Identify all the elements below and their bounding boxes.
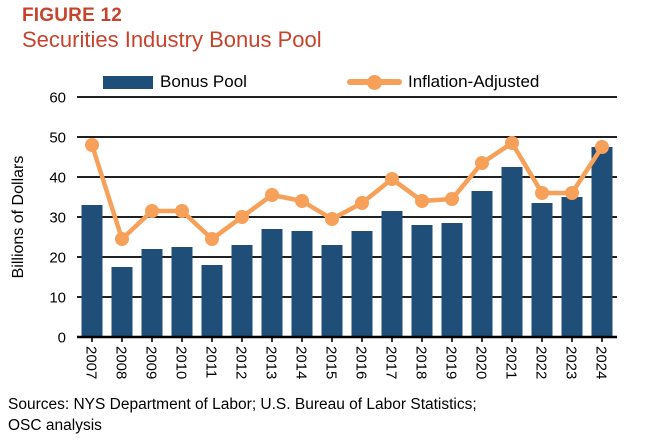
y-tick-label-10: 10 [49,290,66,307]
bar-2022 [531,203,553,337]
x-tick-label-2010: 2010 [173,346,190,379]
inflation-adjusted-line [89,140,605,242]
bar-2024 [591,147,613,337]
x-tick-label-2013: 2013 [263,346,280,379]
bar-2010 [171,247,193,337]
x-tick-label-2016: 2016 [353,346,370,379]
marker-2014 [295,194,309,208]
figure-label: FIGURE 12 [22,5,122,26]
marker-2017 [385,172,399,186]
marker-2016 [355,196,369,210]
x-tick-label-2024: 2024 [593,346,610,379]
x-tick-label-2014: 2014 [293,346,310,379]
marker-2008 [115,232,129,246]
marker-2024 [595,140,609,154]
marker-2011 [205,232,219,246]
bar-2015 [321,245,343,337]
line-marker-icon [367,74,382,90]
bar-2017 [381,211,403,337]
marker-2010 [175,204,189,218]
bar-2019 [441,223,463,337]
x-tick-label-2019: 2019 [443,346,460,379]
x-tick-label-2021: 2021 [503,346,520,379]
bar-2009 [141,249,163,337]
y-tick-label-20: 20 [49,250,66,267]
y-tick-label-0: 0 [58,330,66,347]
bar-2008 [111,267,133,337]
bar-2007 [81,205,103,337]
page-title: Securities Industry Bonus Pool [22,27,322,52]
x-tick-label-2011: 2011 [203,346,220,378]
legend-item-bonus-pool: Bonus Pool [103,72,247,92]
y-tick-label-40: 40 [49,170,66,187]
marker-2007 [85,138,99,152]
bar-2012 [231,245,253,337]
bar-2014 [291,231,313,337]
inflation-adjusted-swatch-icon [347,74,402,90]
marker-2009 [145,204,159,218]
bar-2018 [411,225,433,337]
x-tick-label-2012: 2012 [233,346,250,379]
y-tick-label-30: 30 [49,210,66,227]
bonus-pool-swatch-icon [103,75,153,89]
marker-2018 [415,194,429,208]
y-tick-label-60: 60 [49,90,66,107]
bar-2016 [351,231,373,337]
marker-2020 [475,156,489,170]
source-note: Sources: NYS Department of Labor; U.S. B… [8,394,477,436]
marker-2012 [235,210,249,224]
x-tick-label-2020: 2020 [473,346,490,379]
x-tick-label-2008: 2008 [113,346,130,379]
bar-2013 [261,229,283,337]
legend-item-inflation-adjusted: Inflation-Adjusted [347,72,539,92]
x-tick-label-2009: 2009 [143,346,160,379]
source-line-2: OSC analysis [8,417,102,434]
legend-label-inflation-adjusted: Inflation-Adjusted [408,72,540,91]
x-tick-label-2007: 2007 [83,346,100,379]
marker-2019 [445,192,459,206]
x-tick-label-2018: 2018 [413,346,430,379]
x-tick-label-2022: 2022 [533,346,550,379]
marker-2022 [535,186,549,200]
x-tick-label-2017: 2017 [383,346,400,379]
x-tick-label-2015: 2015 [323,346,340,379]
marker-2015 [325,212,339,226]
bar-2021 [501,167,523,337]
bar-2020 [471,191,493,337]
source-line-1: Sources: NYS Department of Labor; U.S. B… [8,396,477,413]
marker-2021 [505,136,519,150]
bar-2011 [201,265,223,337]
marker-2023 [565,186,579,200]
x-tick-label-2023: 2023 [563,346,580,379]
legend-label-bonus-pool: Bonus Pool [160,72,247,91]
bar-2023 [561,197,583,337]
marker-2013 [265,188,279,202]
y-tick-label-50: 50 [49,130,66,147]
